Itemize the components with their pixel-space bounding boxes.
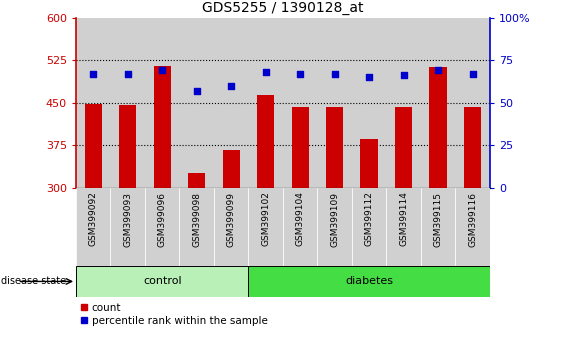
Bar — [214, 188, 248, 266]
Text: GSM399112: GSM399112 — [365, 192, 374, 246]
Bar — [76, 188, 110, 266]
Bar — [145, 188, 180, 266]
Point — [434, 68, 443, 73]
Bar — [318, 188, 352, 266]
Text: GSM399115: GSM399115 — [434, 192, 443, 246]
Point — [192, 88, 201, 93]
Legend: count, percentile rank within the sample: count, percentile rank within the sample — [81, 303, 267, 326]
Bar — [283, 188, 318, 266]
Bar — [386, 188, 421, 266]
Point — [468, 71, 477, 76]
Bar — [352, 188, 386, 266]
Bar — [248, 18, 283, 188]
Bar — [292, 107, 309, 188]
Bar — [180, 188, 214, 266]
Bar — [352, 18, 386, 188]
Bar — [84, 104, 102, 188]
Bar — [455, 188, 490, 266]
Bar — [154, 66, 171, 188]
Text: disease state: disease state — [1, 276, 66, 286]
Point — [365, 74, 374, 80]
Bar — [421, 18, 455, 188]
Point — [89, 71, 98, 76]
Bar — [145, 18, 180, 188]
Bar — [395, 107, 412, 188]
Bar — [214, 18, 248, 188]
Point — [296, 71, 305, 76]
Bar — [110, 188, 145, 266]
Bar — [421, 188, 455, 266]
Bar — [188, 173, 205, 188]
Bar — [257, 95, 274, 188]
Bar — [180, 18, 214, 188]
Point — [123, 71, 132, 76]
Point — [158, 68, 167, 73]
Bar — [326, 107, 343, 188]
Bar — [318, 18, 352, 188]
Text: GSM399109: GSM399109 — [330, 192, 339, 246]
Text: GSM399096: GSM399096 — [158, 192, 167, 246]
Text: GSM399114: GSM399114 — [399, 192, 408, 246]
Bar — [248, 266, 490, 297]
Text: GSM399104: GSM399104 — [296, 192, 305, 246]
Bar — [222, 150, 240, 188]
Bar — [248, 188, 283, 266]
Text: GSM399116: GSM399116 — [468, 192, 477, 246]
Bar — [386, 18, 421, 188]
Title: GDS5255 / 1390128_at: GDS5255 / 1390128_at — [202, 1, 364, 15]
Bar — [464, 107, 481, 188]
Point — [399, 73, 408, 78]
Bar — [455, 18, 490, 188]
Point — [330, 71, 339, 76]
Bar — [430, 67, 446, 188]
Text: GSM399093: GSM399093 — [123, 192, 132, 246]
Text: GSM399092: GSM399092 — [89, 192, 98, 246]
Text: diabetes: diabetes — [345, 276, 393, 286]
Bar — [110, 18, 145, 188]
Bar — [76, 266, 248, 297]
Point — [227, 83, 236, 88]
Text: control: control — [143, 276, 181, 286]
Point — [261, 69, 270, 75]
Text: GSM399102: GSM399102 — [261, 192, 270, 246]
Text: GSM399099: GSM399099 — [227, 192, 236, 246]
Text: GSM399098: GSM399098 — [192, 192, 201, 246]
Bar — [360, 139, 378, 188]
Bar — [76, 18, 110, 188]
Bar — [283, 18, 318, 188]
Bar — [119, 105, 136, 188]
